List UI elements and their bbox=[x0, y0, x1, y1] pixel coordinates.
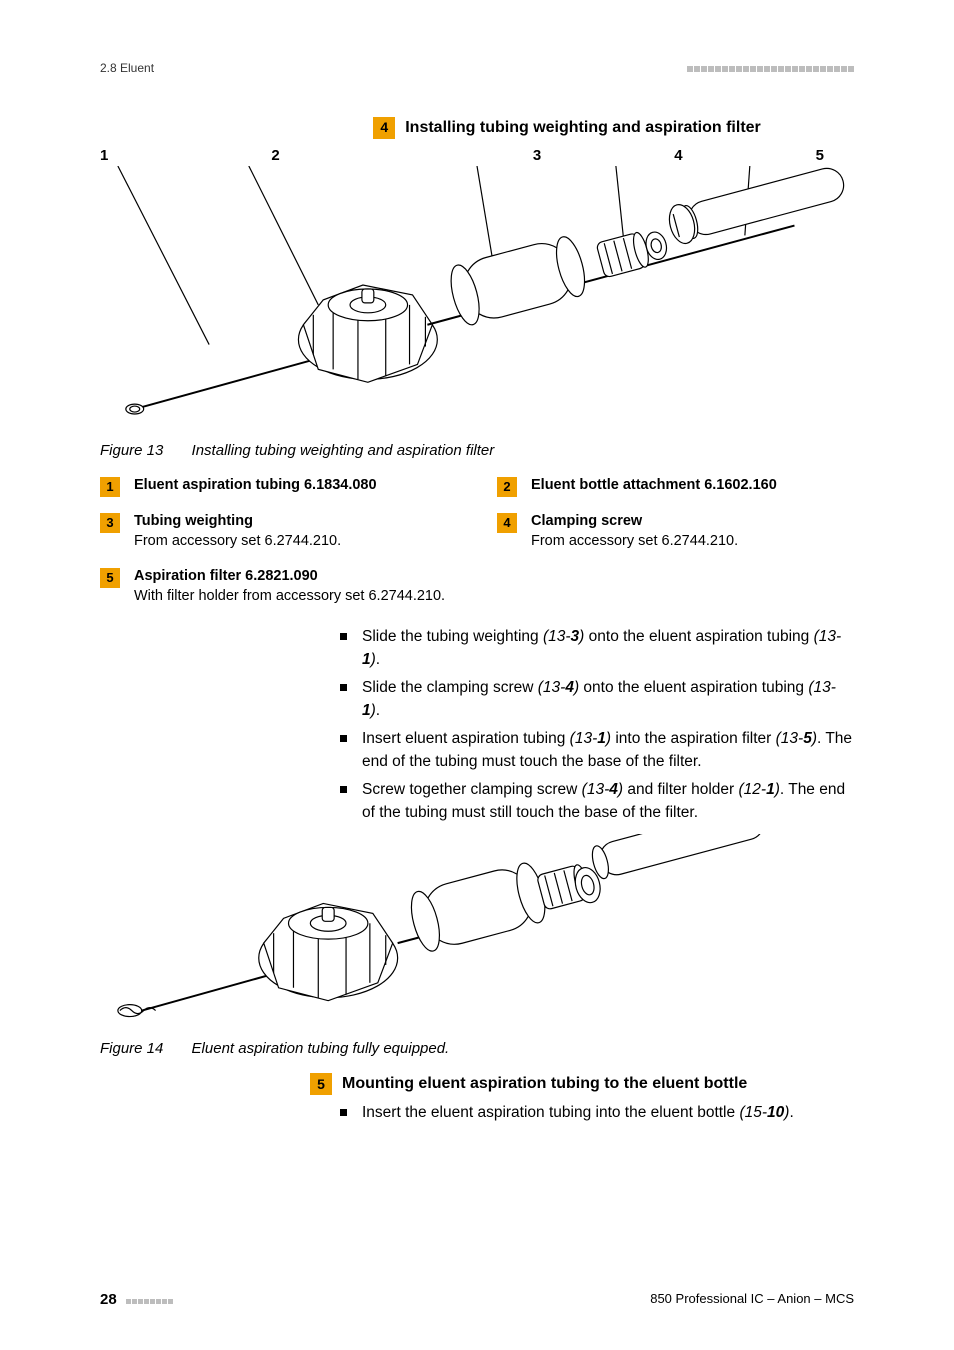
step-title: Mounting eluent aspiration tubing to the… bbox=[342, 1073, 747, 1095]
legend-body: Clamping screwFrom accessory set 6.2744.… bbox=[531, 511, 738, 552]
figure-13-caption-text: Installing tubing weighting and aspirati… bbox=[192, 442, 495, 459]
legend-number-badge: 5 bbox=[100, 568, 120, 588]
figure-reference: (13-3) bbox=[543, 628, 584, 645]
step-5-heading: 5 Mounting eluent aspiration tubing to t… bbox=[310, 1073, 854, 1095]
step-title: Installing tubing weighting and aspirati… bbox=[405, 117, 761, 139]
callout-5: 5 bbox=[816, 145, 824, 166]
legend-title: Eluent aspiration tubing 6.1834.080 bbox=[134, 475, 377, 495]
figure-14: Figure 14 Eluent aspiration tubing fully… bbox=[100, 834, 854, 1059]
callout-4: 4 bbox=[674, 145, 682, 166]
legend-item: 4 Clamping screwFrom accessory set 6.2744… bbox=[497, 511, 854, 552]
step-number-badge: 4 bbox=[373, 117, 395, 139]
page-number: 28 bbox=[100, 1291, 117, 1308]
figure-14-caption: Figure 14 Eluent aspiration tubing fully… bbox=[100, 1038, 854, 1059]
figure-13-caption: Figure 13 Installing tubing weighting an… bbox=[100, 440, 854, 461]
figure-reference: (13-5) bbox=[776, 730, 817, 747]
legend-body: Eluent aspiration tubing 6.1834.080 bbox=[134, 475, 377, 497]
callout-2: 2 bbox=[271, 145, 279, 166]
figure-14-caption-text: Eluent aspiration tubing fully equipped. bbox=[192, 1040, 450, 1057]
callout-1: 1 bbox=[100, 145, 108, 166]
legend-number-badge: 2 bbox=[497, 477, 517, 497]
legend-body: Tubing weightingFrom accessory set 6.274… bbox=[134, 511, 341, 552]
figure-reference: (12-1) bbox=[739, 781, 780, 798]
legend-subtitle: With filter holder from accessory set 6.… bbox=[134, 586, 445, 606]
figure-reference: (13-1) bbox=[570, 730, 611, 747]
instruction-item: Slide the tubing weighting (13-3) onto t… bbox=[340, 626, 854, 671]
legend-title: Clamping screw bbox=[531, 511, 738, 531]
figure-reference: (13-1) bbox=[362, 679, 836, 718]
figure-13-callouts: 1 2 3 4 5 bbox=[100, 145, 854, 166]
figure-13-svg bbox=[100, 166, 854, 434]
legend-subtitle: From accessory set 6.2744.210. bbox=[134, 531, 341, 551]
figure-13-label: Figure 13 bbox=[100, 442, 163, 459]
step-4-heading: 4 Installing tubing weighting and aspira… bbox=[280, 117, 854, 139]
footer-left: 28 bbox=[100, 1289, 174, 1310]
page-footer: 28 850 Professional IC – Anion – MCS bbox=[100, 1289, 854, 1310]
legend-item: 2 Eluent bottle attachment 6.1602.160 bbox=[497, 475, 854, 497]
footer-product: 850 Professional IC – Anion – MCS bbox=[650, 1290, 854, 1308]
figure-reference: (13-1) bbox=[362, 628, 841, 667]
legend-number-badge: 1 bbox=[100, 477, 120, 497]
legend-body: Aspiration filter 6.2821.090With filter … bbox=[134, 566, 445, 607]
legend-item: 3 Tubing weightingFrom accessory set 6.27… bbox=[100, 511, 457, 552]
header-ornament bbox=[686, 60, 854, 77]
legend-item: 5 Aspiration filter 6.2821.090With filter… bbox=[100, 566, 457, 607]
page-header: 2.8 Eluent bbox=[100, 60, 854, 77]
section-label: 2.8 Eluent bbox=[100, 60, 154, 77]
instruction-item: Slide the clamping screw (13-4) onto the… bbox=[340, 677, 854, 722]
figure-reference: (13-4) bbox=[538, 679, 579, 696]
figure-13: 1 2 3 4 5 bbox=[100, 145, 854, 461]
instruction-item: Screw together clamping screw (13-4) and… bbox=[340, 779, 854, 824]
legend-title: Tubing weighting bbox=[134, 511, 341, 531]
callout-3: 3 bbox=[533, 145, 541, 166]
footer-ornament bbox=[126, 1292, 174, 1307]
legend-subtitle: From accessory set 6.2744.210. bbox=[531, 531, 738, 551]
step-5-instructions: Insert the eluent aspiration tubing into… bbox=[340, 1102, 854, 1124]
instruction-item: Insert eluent aspiration tubing (13-1) i… bbox=[340, 728, 854, 773]
step-4-instructions: Slide the tubing weighting (13-3) onto t… bbox=[340, 626, 854, 824]
figure-14-label: Figure 14 bbox=[100, 1040, 163, 1057]
legend-item: 1 Eluent aspiration tubing 6.1834.080 bbox=[100, 475, 457, 497]
legend-number-badge: 4 bbox=[497, 513, 517, 533]
figure-13-legend: 1 Eluent aspiration tubing 6.1834.080 2 Elu… bbox=[100, 475, 854, 606]
legend-body: Eluent bottle attachment 6.1602.160 bbox=[531, 475, 777, 497]
figure-14-svg bbox=[100, 834, 854, 1032]
legend-title: Eluent bottle attachment 6.1602.160 bbox=[531, 475, 777, 495]
figure-reference: (13-4) bbox=[582, 781, 623, 798]
legend-title: Aspiration filter 6.2821.090 bbox=[134, 566, 445, 586]
legend-number-badge: 3 bbox=[100, 513, 120, 533]
step-number-badge: 5 bbox=[310, 1073, 332, 1095]
instruction-item: Insert the eluent aspiration tubing into… bbox=[340, 1102, 854, 1124]
figure-reference: (15-10) bbox=[739, 1104, 789, 1121]
